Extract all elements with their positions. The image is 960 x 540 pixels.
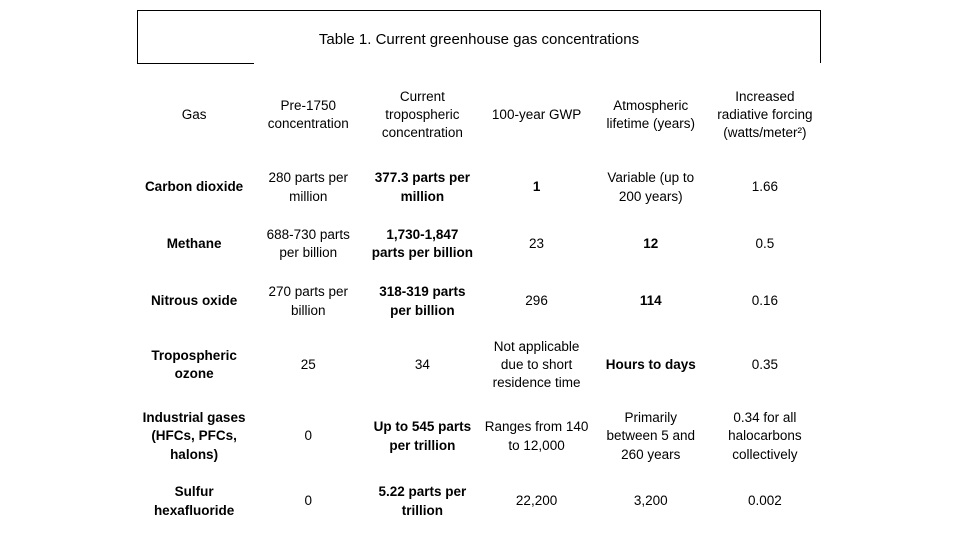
cell-gas-industrial-gases: Industrial gases (HFCs, PFCs, halons) <box>142 410 246 462</box>
table-title: Table 1. Current greenhouse gas concentr… <box>318 30 640 48</box>
cell-pre1750-methane: 688-730 parts per billion <box>266 226 350 260</box>
cell-gwp-nitrous-oxide: 296 <box>525 293 548 309</box>
cell-gwp-sulfur-hexafluoride: 22,200 <box>515 493 558 509</box>
cell-forcing-methane: 0.5 <box>755 235 775 251</box>
cell-forcing-tropospheric-ozone: 0.35 <box>751 356 779 372</box>
header-atmospheric-lifetime: Atmospheric lifetime (years) <box>606 97 695 131</box>
cell-forcing-sulfur-hexafluoride: 0.002 <box>748 493 782 509</box>
cell-gwp-carbon-dioxide: 1 <box>532 179 541 195</box>
cell-gas-tropospheric-ozone: Tropospheric ozone <box>151 347 237 381</box>
cell-gas-methane: Methane <box>166 235 222 251</box>
cell-gas-sulfur-hexafluoride: Sulfur hexafluoride <box>153 484 235 518</box>
cell-current-nitrous-oxide: 318-319 parts per billion <box>379 284 466 318</box>
title-box-bottom-border-segment <box>137 63 254 64</box>
cell-lifetime-industrial-gases: Primarily between 5 and 260 years <box>606 410 696 462</box>
cell-pre1750-industrial-gases: 0 <box>304 428 312 444</box>
cell-forcing-nitrous-oxide: 0.16 <box>751 293 779 309</box>
cell-lifetime-methane: 12 <box>643 235 659 251</box>
cell-current-sulfur-hexafluoride: 5.22 parts per trillion <box>378 484 467 518</box>
header-gas: Gas <box>181 106 207 122</box>
greenhouse-gas-table: Gas Pre-1750 concentration Current tropo… <box>137 70 822 530</box>
cell-current-carbon-dioxide: 377.3 parts per million <box>374 170 471 204</box>
cell-pre1750-tropospheric-ozone: 25 <box>300 356 316 372</box>
cell-current-methane: 1,730-1,847 parts per billion <box>371 226 474 260</box>
cell-current-tropospheric-ozone: 34 <box>414 356 430 372</box>
header-current-tropospheric-concentration: Current tropospheric concentration <box>381 88 463 141</box>
cell-gwp-methane: 23 <box>529 235 545 251</box>
cell-forcing-industrial-gases: 0.34 for all halocarbons collectively <box>728 410 802 462</box>
cell-current-industrial-gases: Up to 545 parts per trillion <box>373 419 472 453</box>
cell-pre1750-nitrous-oxide: 270 parts per billion <box>268 284 349 318</box>
cell-pre1750-carbon-dioxide: 280 parts per million <box>268 170 349 204</box>
table-title-box: Table 1. Current greenhouse gas concentr… <box>137 10 821 63</box>
cell-lifetime-sulfur-hexafluoride: 3,200 <box>633 493 668 509</box>
cell-pre1750-sulfur-hexafluoride: 0 <box>304 493 312 509</box>
header-100-year-gwp: 100-year GWP <box>491 106 582 122</box>
cell-gas-carbon-dioxide: Carbon dioxide <box>144 179 244 195</box>
cell-gas-nitrous-oxide: Nitrous oxide <box>150 293 238 309</box>
header-increased-radiative-forcing: Increased radiative forcing (watts/meter… <box>717 88 813 141</box>
header-pre1750-concentration: Pre-1750 concentration <box>267 97 349 131</box>
cell-lifetime-nitrous-oxide: 114 <box>639 293 662 309</box>
cell-forcing-carbon-dioxide: 1.66 <box>751 179 779 195</box>
cell-gwp-industrial-gases: Ranges from 140 to 12,000 <box>484 419 589 453</box>
cell-gwp-tropospheric-ozone: Not applicable due to short residence ti… <box>492 338 581 391</box>
cell-lifetime-carbon-dioxide: Variable (up to 200 years) <box>607 170 695 204</box>
cell-lifetime-tropospheric-ozone: Hours to days <box>605 356 696 372</box>
